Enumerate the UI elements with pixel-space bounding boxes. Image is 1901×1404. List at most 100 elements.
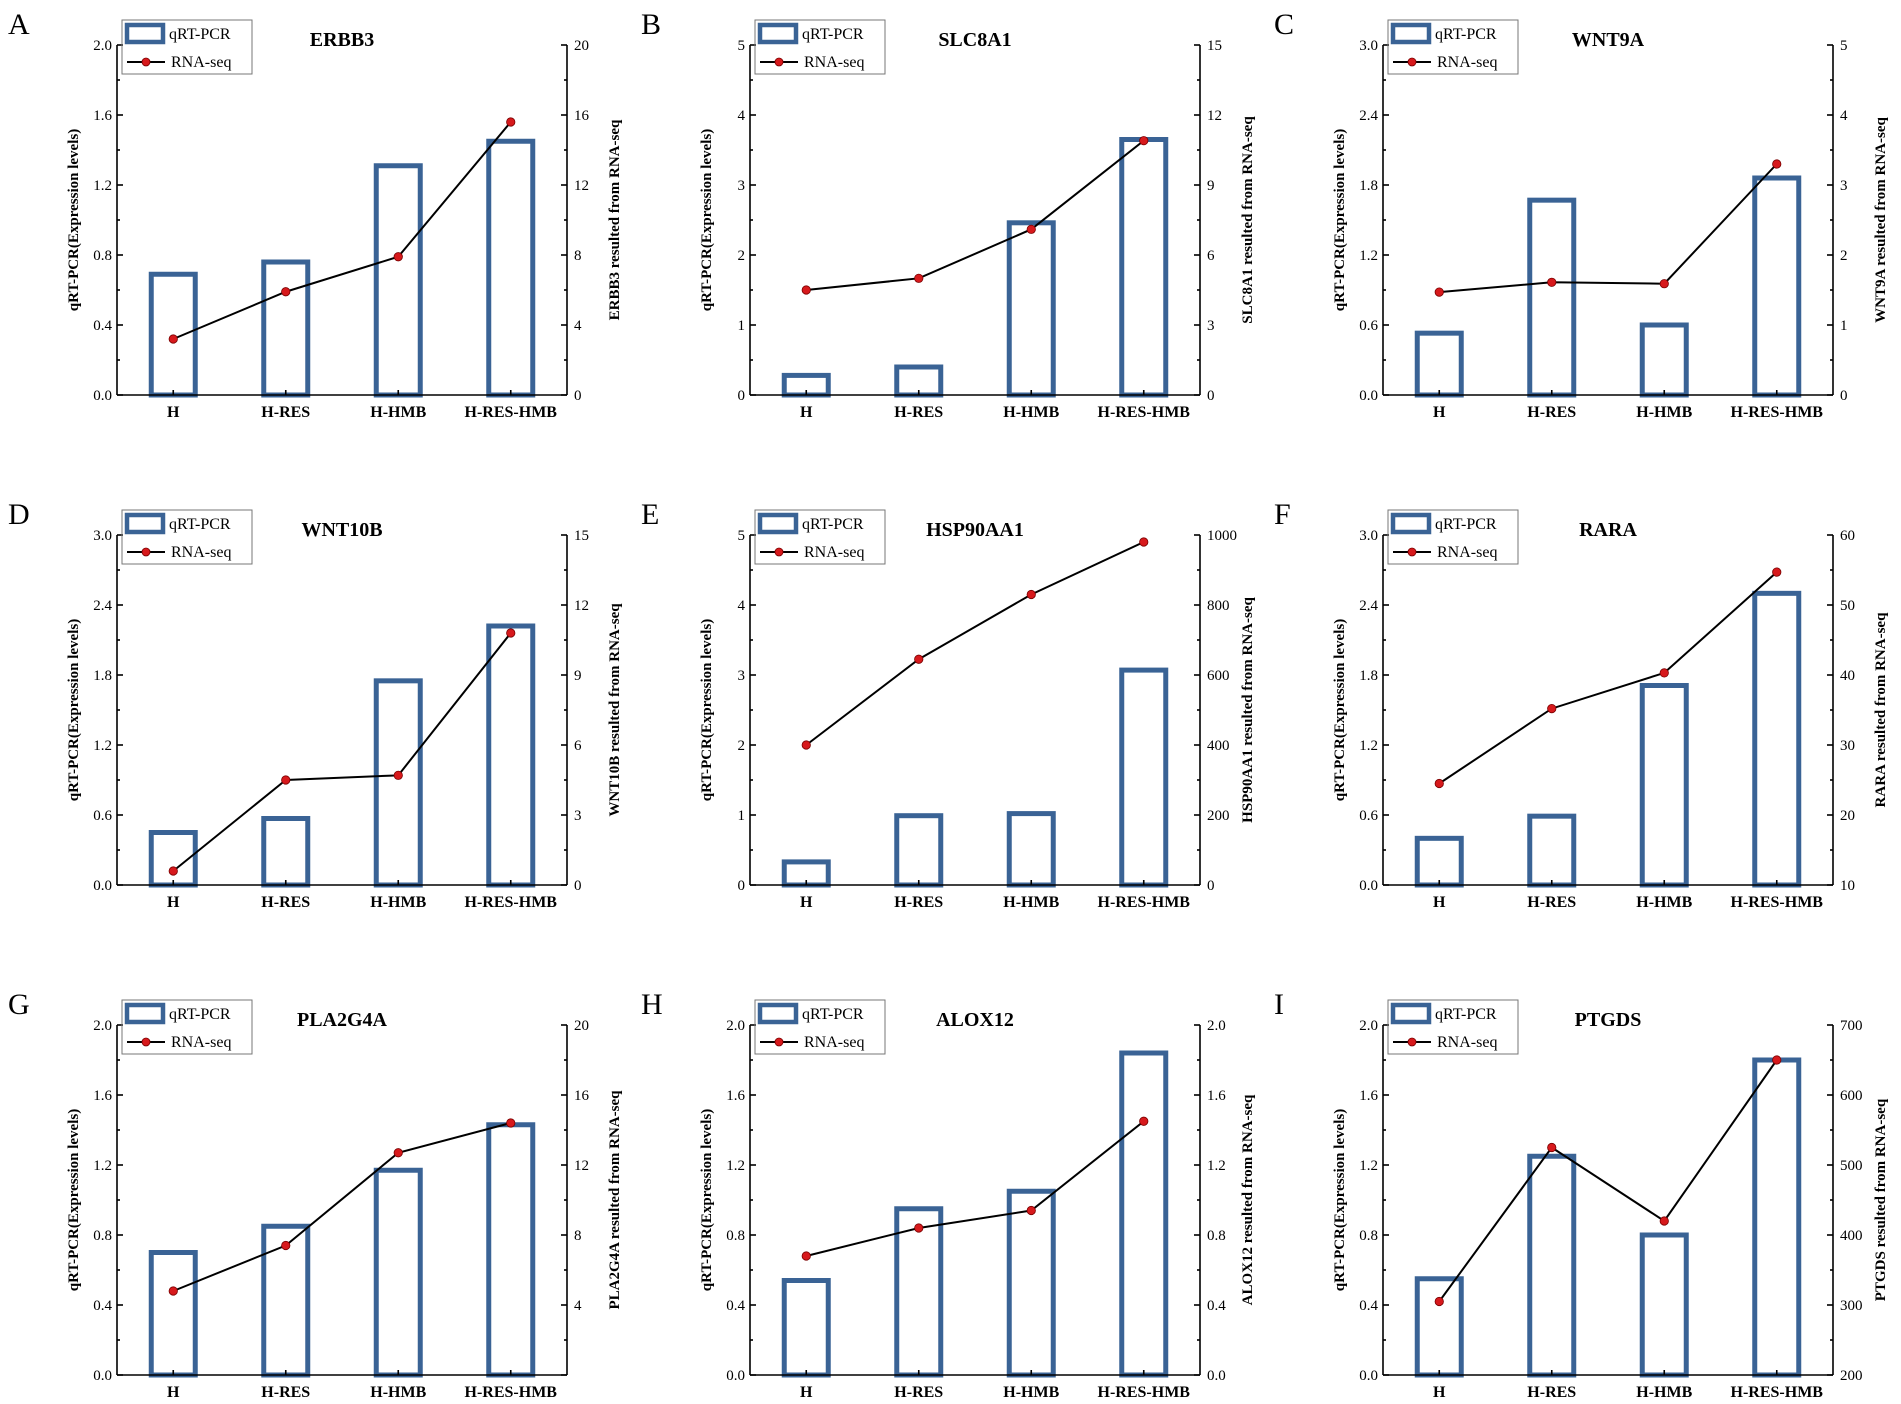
right-tick-label: 400	[1840, 1228, 1863, 1244]
right-tick-label: 20	[574, 1018, 589, 1034]
legend-line-label: RNA-seq	[1437, 54, 1497, 71]
legend-line-label: RNA-seq	[804, 544, 864, 561]
right-tick-label: 200	[1207, 808, 1230, 824]
bar-h-res-hmb	[486, 1122, 536, 1378]
right-tick-label: 15	[574, 528, 589, 544]
rna-seq-point-h-hmb	[1659, 1216, 1669, 1226]
category-label: H-HMB	[370, 894, 426, 911]
rna-seq-line	[806, 139, 1145, 291]
right-tick-label: 3	[574, 808, 582, 824]
rna-seq-point-h-hmb	[393, 252, 403, 262]
left-tick-label: 2.0	[1359, 1018, 1378, 1034]
rna-seq-point-h-res	[1547, 1142, 1557, 1153]
legend-box	[121, 19, 253, 75]
left-tick-label: 0.0	[1359, 1368, 1378, 1384]
panel-letter: E	[641, 498, 659, 531]
right-tick-label: 3	[1840, 178, 1848, 194]
rna-seq-point-h	[801, 285, 811, 295]
panel-letter: C	[1274, 8, 1294, 41]
category-label: H-HMB	[1003, 894, 1059, 911]
legend-bar-swatch	[124, 22, 166, 45]
right-tick-label: 1.2	[1207, 1158, 1226, 1174]
category-label: H-HMB	[1003, 1384, 1059, 1401]
left-tick-label: 3	[738, 668, 746, 684]
category-label: H	[167, 1384, 180, 1401]
right-tick-label: 400	[1207, 738, 1230, 754]
category-label: H	[800, 404, 813, 421]
legend-box	[121, 999, 253, 1055]
legend: qRT-PCR RNA-seq	[754, 509, 886, 565]
rna-seq-point-h	[801, 740, 811, 750]
rna-seq-line	[805, 541, 1145, 746]
right-tick-label: 1.6	[1207, 1088, 1226, 1104]
legend-line-label: RNA-seq	[804, 1034, 864, 1051]
right-tick-label: 600	[1840, 1088, 1863, 1104]
left-tick-label: 5	[738, 38, 746, 54]
category-label: H-RES-HMB	[1731, 404, 1824, 421]
panel-letter: D	[8, 498, 30, 531]
category-label: H-RES	[261, 404, 310, 421]
right-tick-label: 4	[574, 1298, 582, 1314]
legend-line-label: RNA-seq	[1437, 544, 1497, 561]
right-tick-label: 30	[1840, 738, 1855, 754]
right-axis-title: PLA2G4A resulted from RNA-seq	[607, 1090, 623, 1310]
left-tick-label: 5	[738, 528, 746, 544]
left-tick-label: 1.8	[1359, 178, 1378, 194]
chart-title: HSP90AA1	[926, 519, 1024, 541]
bar-h-hmb	[373, 163, 423, 398]
bar-h	[781, 1278, 831, 1378]
legend-line-marker	[1407, 1037, 1417, 1047]
rna-seq-point-h-res-hmb	[1772, 159, 1782, 169]
legend-bar-label: qRT-PCR	[169, 26, 231, 43]
left-tick-label: 1.6	[93, 108, 112, 124]
category-label: H-HMB	[1636, 404, 1692, 421]
category-label: H	[800, 1384, 813, 1401]
rna-seq-point-h-res	[281, 775, 291, 785]
legend-bar-swatch	[1390, 512, 1432, 535]
category-label: H-RES	[261, 1384, 310, 1401]
left-tick-label: 1.2	[1359, 1158, 1378, 1174]
category-label: H-RES	[894, 1384, 943, 1401]
category-label: H-RES-HMB	[1098, 404, 1191, 421]
bar-h-res-hmb	[1119, 1050, 1169, 1378]
right-tick-label: 16	[574, 108, 590, 124]
panel-letter: B	[641, 8, 661, 41]
rna-seq-point-h	[168, 334, 178, 344]
legend-bar-label: qRT-PCR	[802, 1006, 864, 1023]
rna-seq-point-h-res-hmb	[506, 628, 516, 638]
right-tick-label: 15	[1207, 38, 1222, 54]
left-axis-title: qRT-PCR(Expression levels)	[66, 1109, 82, 1291]
legend-bar-swatch	[1390, 22, 1432, 45]
bar-h-hmb	[373, 1167, 423, 1378]
left-tick-label: 2.4	[1359, 598, 1378, 614]
category-label: H	[167, 894, 180, 911]
category-label: H-RES-HMB	[465, 1384, 558, 1401]
bar-h-res	[894, 813, 944, 888]
legend-line-marker	[1407, 547, 1417, 557]
left-tick-label: 0.6	[1359, 318, 1378, 334]
left-tick-label: 0.4	[93, 1298, 112, 1314]
left-tick-label: 0	[738, 878, 746, 894]
chart-title: WNT9A	[1572, 29, 1645, 51]
panel-a: A ERBB3 0.0 0.4 0.8 1.2 1.6 2.0 0 4 8 12 16 20 H H-RES H…	[8, 8, 623, 421]
right-tick-label: 4	[574, 318, 582, 334]
panel-e: E HSP90AA1 0 1 2 3 4 5 0 200 400 600 800 1000 H H-RES H-…	[641, 498, 1256, 911]
left-tick-label: 0.8	[93, 1228, 112, 1244]
legend: qRT-PCR RNA-seq	[754, 999, 886, 1055]
panel-g: G PLA2G4A 0.0 0.4 0.8 1.2 1.6 2.0 4 8 12 16 20 H H-RES…	[8, 988, 623, 1401]
legend-bar-label: qRT-PCR	[169, 1006, 231, 1023]
left-tick-label: 0.0	[726, 1368, 745, 1384]
bar-h-res	[1527, 813, 1577, 888]
right-tick-label: 10	[1840, 878, 1855, 894]
bar-h-hmb	[373, 678, 423, 888]
legend-line-label: RNA-seq	[171, 1034, 231, 1051]
rna-seq-line	[172, 632, 512, 872]
legend-bar-swatch	[757, 512, 799, 535]
left-tick-label: 0.8	[726, 1228, 745, 1244]
left-tick-label: 0	[738, 388, 746, 404]
category-label: H-RES-HMB	[1098, 1384, 1191, 1401]
rna-seq-point-h-res-hmb	[1139, 1116, 1149, 1126]
rna-seq-point-h-hmb	[1026, 224, 1036, 234]
legend: qRT-PCR RNA-seq	[1387, 509, 1519, 565]
